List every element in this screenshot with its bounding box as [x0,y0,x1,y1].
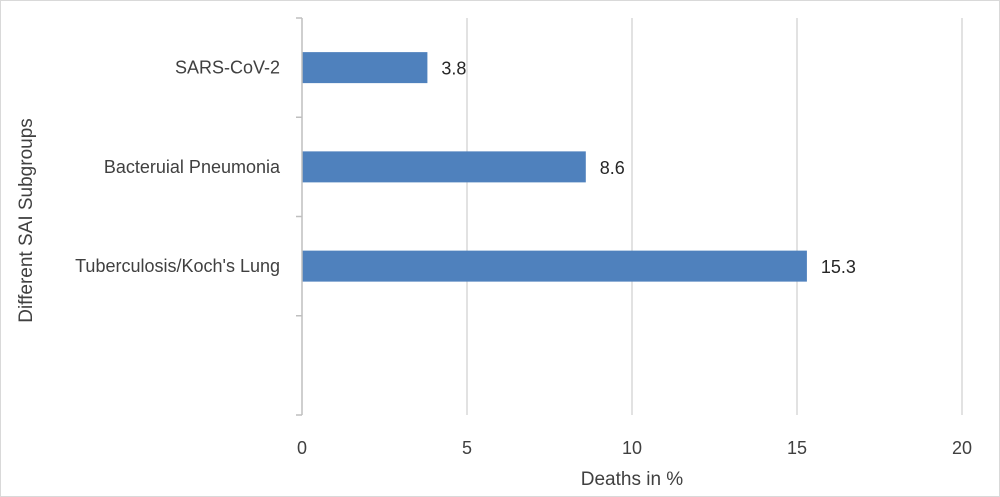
category-axis [296,17,303,416]
category-label: SARS-CoV-2 [175,58,280,78]
x-tick-label: 5 [462,438,472,458]
gridlines [466,18,963,415]
bar [302,151,586,183]
labels: 0 5 10 15 20 SARS-CoV-2 3.8 Bacteruial Pneumoni… [75,58,972,458]
y-axis-title: Different SAI Subgroups [16,118,37,323]
bar [302,52,428,84]
data-label: 3.8 [441,59,466,79]
category-label: Bacteruial Pneumonia [104,157,281,177]
x-tick-label: 15 [787,438,807,458]
x-tick-label: 0 [297,438,307,458]
bars [302,52,807,282]
category-label: Tuberculosis/Koch's Lung [75,256,280,276]
x-axis-title: Deaths in % [581,469,684,490]
x-tick-label: 20 [952,438,972,458]
data-label: 15.3 [821,257,856,277]
bar [302,250,807,282]
data-label: 8.6 [600,158,625,178]
x-tick-label: 10 [622,438,642,458]
